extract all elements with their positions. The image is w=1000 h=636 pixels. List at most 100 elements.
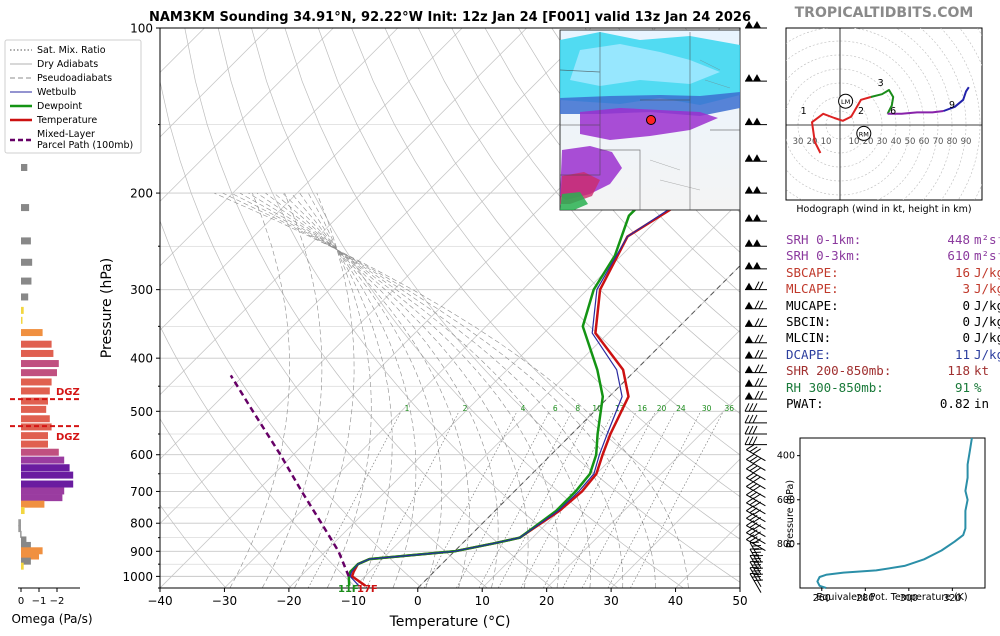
theta-e-y-tick-label: 800 [777,539,795,550]
dry-adiabat-line [160,504,227,588]
stat-unit: % [974,379,982,395]
stat-row: MUCAPE: 0J/kg [786,298,1000,314]
pseudoadiabat-line [282,192,443,588]
omega-bar [21,277,32,285]
omega-bar [21,507,25,515]
stat-unit: in [974,395,990,411]
omega-tick-label: −2 [50,596,65,607]
dry-adiabat-line [217,28,619,588]
theta-e-x-tick-label: 320 [943,593,961,604]
x-tick-label: 10 [475,594,490,608]
wind-barb [746,489,766,507]
chart-title: NAM3KM Sounding 34.91°N, 92.22°W Init: 1… [149,10,751,25]
omega-bar [21,557,31,565]
y-tick-label: 800 [130,517,153,531]
dry-adiabat-line [351,28,740,498]
omega-bar [21,387,50,395]
hodograph-ring-label: 10 [849,137,860,147]
wind-barb [745,300,767,310]
omega-xlabel: Omega (Pa/s) [11,612,92,626]
isotherm-line [353,200,740,588]
omega-panel: 0 −1 −2 DGZ DGZ [10,163,80,607]
y-tick-label: 400 [130,352,153,366]
theta-e-xlabel: Equivalent Pot. Temperature (K) [816,592,967,603]
hodograph-trace [870,89,895,115]
mixing-ratio-label: 36 [724,404,734,413]
omega-bar [21,432,48,440]
wind-barb [745,390,767,400]
hodograph-height-label: 9 [949,100,955,111]
stat-row: SBCIN: 0J/kg [786,314,1000,330]
skewt-xlabel: Temperature (°C) [389,614,511,630]
theta-e-y-tick-label: 600 [777,495,795,506]
dry-adiabat-line [160,418,292,588]
stat-label: SRH 0-3km: [786,248,862,264]
x-tick-label: 0 [414,594,422,608]
stat-value: 118 [947,363,970,379]
stat-value: 0 [962,330,970,346]
wind-barb [746,497,766,515]
theta-e-x-tick-label: 300 [900,593,918,604]
omega-bar [21,500,45,508]
legend-wetbulb: Wetbulb [37,87,76,98]
omega-bar [21,562,24,570]
stat-row: MLCAPE: 3J/kg [786,281,1000,297]
stat-value: 16 [954,264,970,280]
y-tick-label: 100 [130,22,153,36]
mixing-ratio-label: 4 [521,404,526,413]
stat-label: SRH 0-1km: [786,232,862,247]
omega-bar [18,519,21,527]
omega-bar [21,405,47,413]
hodograph-ring-label: 40 [891,137,902,147]
wind-barb [746,534,766,552]
hodograph-ring-label: 30 [877,137,888,147]
dry-adiabat-line [317,28,740,540]
omega-bar [21,349,54,357]
legend-dewpoint: Dewpoint [37,101,82,112]
isotherm-line [610,458,740,588]
stat-unit: J/kg [974,313,1000,329]
omega-tick-label: 0 [18,596,24,607]
hodograph-ring-label: 90 [961,137,972,147]
pseudoadiabat-line [273,192,470,588]
hodograph-height-label: 1 [801,106,807,117]
pseudoadiabat-line [256,192,529,588]
omega-bar [21,448,59,456]
omega-bar [21,306,24,314]
storm-motion-marker [838,93,854,109]
wind-barb [745,334,767,344]
mixing-ratio-label: 30 [702,404,712,413]
wind-barb [744,414,767,424]
omega-bar [21,456,65,464]
x-tick-label: −30 [212,594,237,608]
isotherm-line [160,28,334,202]
skewt-frame [159,27,741,589]
pseudoadiabat-line [231,192,624,588]
theta-e-profile [816,437,973,589]
pseudoadiabat-line [299,192,393,588]
omega-bar [18,525,21,533]
omega-bar [21,378,52,386]
stat-unit: m²s⁻² [974,248,1000,264]
legend-sat-mix-ratio: Sat. Mix. Ratio [37,45,106,56]
skewt-legend: Sat. Mix. Ratio Dry Adiabats Pseudoadiab… [4,39,142,154]
x-tick-label: 30 [603,594,618,608]
surface-dewpoint-label: 11F [338,584,359,595]
wind-barb [745,214,767,222]
omega-bar [21,440,48,448]
y-tick-label: 300 [130,283,153,297]
dry-adiabat-line [484,28,740,333]
omega-bar [21,541,31,549]
isotherm-line [160,28,463,331]
wind-barb [746,454,766,471]
omega-bar [21,204,30,212]
dry-adiabat-line [160,219,423,588]
theta-e-x-tick-label: 260 [813,593,831,604]
hodograph-label: Hodograph (wind in kt, height in km) [796,204,971,215]
wind-barb [749,566,763,588]
stat-value: 11 [954,346,970,362]
omega-bar [21,369,57,377]
mixing-ratio-line [543,411,637,588]
